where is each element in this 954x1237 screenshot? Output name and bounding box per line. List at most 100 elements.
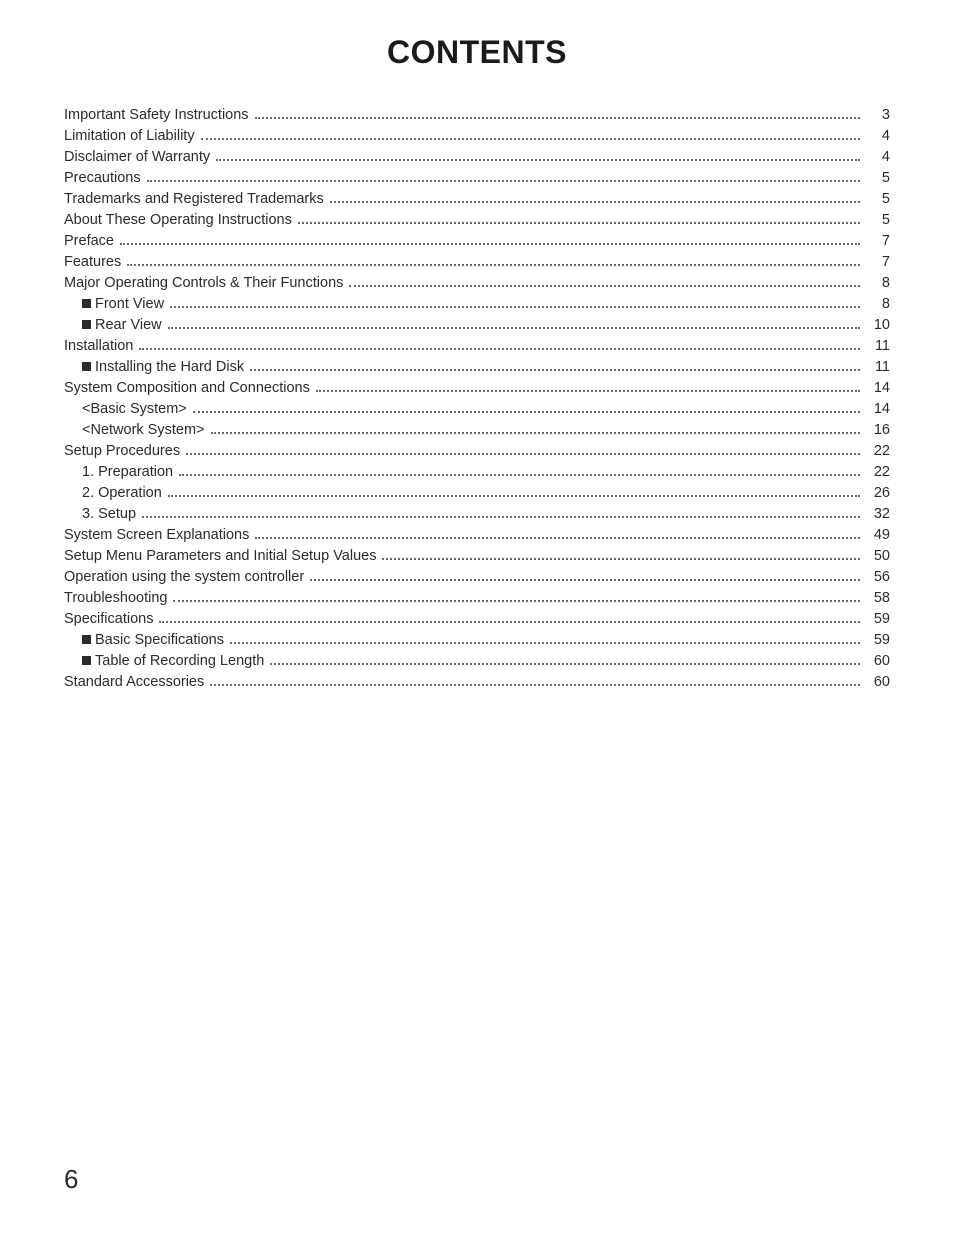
- toc-entry-page: 7: [864, 231, 890, 252]
- toc-entry-page: 14: [864, 399, 890, 420]
- toc-entry: Rear View10: [64, 315, 890, 336]
- toc-entry-label: Features: [64, 252, 121, 273]
- toc-leader-dots: [186, 443, 860, 455]
- toc-entry: Specifications 59: [64, 609, 890, 630]
- toc-leader-dots: [147, 170, 860, 182]
- toc-entry-page: 14: [864, 378, 890, 399]
- toc-entry-label: Setup Procedures: [64, 441, 180, 462]
- square-bullet-icon: [82, 656, 91, 665]
- toc-entry-page: 8: [864, 273, 890, 294]
- toc-leader-dots: [170, 296, 860, 308]
- toc-entry-page: 11: [864, 336, 890, 357]
- square-bullet-icon: [82, 635, 91, 644]
- toc-entry: About These Operating Instructions 5: [64, 210, 890, 231]
- toc-entry-label: <Network System>: [82, 420, 205, 441]
- square-bullet-icon: [82, 299, 91, 308]
- toc-entry-page: 5: [864, 168, 890, 189]
- toc-entry: <Basic System>14: [64, 399, 890, 420]
- toc-entry: 3. Setup 32: [64, 504, 890, 525]
- toc-entry: Standard Accessories 60: [64, 672, 890, 693]
- toc-entry: Troubleshooting58: [64, 588, 890, 609]
- toc-entry-page: 5: [864, 210, 890, 231]
- toc-entry: Important Safety Instructions 3: [64, 105, 890, 126]
- toc-leader-dots: [216, 149, 860, 161]
- toc-entry-label: Installing the Hard Disk: [82, 357, 244, 378]
- toc-entry: Basic Specifications 59: [64, 630, 890, 651]
- toc-entry-label: Standard Accessories: [64, 672, 204, 693]
- toc-entry-page: 26: [864, 483, 890, 504]
- toc-entry-label: 3. Setup: [82, 504, 136, 525]
- toc-entry-label: Preface: [64, 231, 114, 252]
- toc-leader-dots: [255, 527, 860, 539]
- toc-entry: Operation using the system controller 56: [64, 567, 890, 588]
- toc-entry-page: 3: [864, 105, 890, 126]
- toc-entry-page: 7: [864, 252, 890, 273]
- toc-leader-dots: [168, 317, 860, 329]
- toc-entry: System Screen Explanations49: [64, 525, 890, 546]
- toc-entry: 1. Preparation22: [64, 462, 890, 483]
- toc-entry-page: 56: [864, 567, 890, 588]
- toc-entry: Installation 11: [64, 336, 890, 357]
- toc-entry-label: Major Operating Controls & Their Functio…: [64, 273, 343, 294]
- toc-leader-dots: [168, 485, 860, 497]
- toc-entry-label: Operation using the system controller: [64, 567, 304, 588]
- toc-entry-label: Installation: [64, 336, 133, 357]
- toc-leader-dots: [298, 212, 860, 224]
- toc-leader-dots: [159, 611, 860, 623]
- toc-entry-page: 58: [864, 588, 890, 609]
- toc-leader-dots: [142, 506, 860, 518]
- toc-entry-label: About These Operating Instructions: [64, 210, 292, 231]
- toc-entry-page: 50: [864, 546, 890, 567]
- toc-leader-dots: [316, 380, 860, 392]
- toc-entry: Table of Recording Length60: [64, 651, 890, 672]
- page-number: 6: [64, 1164, 78, 1195]
- toc-entry-label: Front View: [82, 294, 164, 315]
- toc-entry-page: 32: [864, 504, 890, 525]
- toc-entry-page: 8: [864, 294, 890, 315]
- toc-leader-dots: [310, 569, 860, 581]
- toc-entry-page: 16: [864, 420, 890, 441]
- toc-leader-dots: [230, 632, 860, 644]
- toc-entry-page: 5: [864, 189, 890, 210]
- toc-leader-dots: [255, 107, 860, 119]
- toc-entry-label: Specifications: [64, 609, 153, 630]
- square-bullet-icon: [82, 320, 91, 329]
- toc-entry-page: 10: [864, 315, 890, 336]
- toc-entry: Trademarks and Registered Trademarks5: [64, 189, 890, 210]
- toc-leader-dots: [330, 191, 860, 203]
- toc-entry-label: System Composition and Connections: [64, 378, 310, 399]
- toc-entry-page: 4: [864, 126, 890, 147]
- toc-entry: 2. Operation 26: [64, 483, 890, 504]
- toc-entry-label: Basic Specifications: [82, 630, 224, 651]
- toc-entry-page: 11: [864, 357, 890, 378]
- page-title: CONTENTS: [64, 34, 890, 71]
- toc-entry-page: 59: [864, 609, 890, 630]
- toc-leader-dots: [382, 548, 860, 560]
- toc-leader-dots: [120, 233, 860, 245]
- toc-leader-dots: [127, 254, 860, 266]
- toc-entry-label: Precautions: [64, 168, 141, 189]
- toc-entry: Precautions 5: [64, 168, 890, 189]
- square-bullet-icon: [82, 362, 91, 371]
- toc-entry-label: Setup Menu Parameters and Initial Setup …: [64, 546, 376, 567]
- toc-entry: Setup Menu Parameters and Initial Setup …: [64, 546, 890, 567]
- toc-entry-label: Limitation of Liability: [64, 126, 195, 147]
- toc-entry-label: 2. Operation: [82, 483, 162, 504]
- toc-leader-dots: [201, 128, 860, 140]
- toc-leader-dots: [211, 422, 861, 434]
- toc-entry: <Network System> 16: [64, 420, 890, 441]
- toc-leader-dots: [139, 338, 860, 350]
- toc-leader-dots: [270, 653, 860, 665]
- toc-leader-dots: [173, 590, 860, 602]
- toc-entry-page: 22: [864, 462, 890, 483]
- toc-entry-label: Important Safety Instructions: [64, 105, 249, 126]
- table-of-contents: Important Safety Instructions 3 Limitation…: [64, 105, 890, 693]
- page: CONTENTS Important Safety Instructions 3 L…: [0, 0, 954, 1237]
- toc-entry-label: Disclaimer of Warranty: [64, 147, 210, 168]
- toc-entry-label: Table of Recording Length: [82, 651, 264, 672]
- toc-entry-page: 60: [864, 672, 890, 693]
- toc-entry-page: 59: [864, 630, 890, 651]
- toc-leader-dots: [179, 464, 860, 476]
- toc-entry-page: 22: [864, 441, 890, 462]
- toc-entry-label: System Screen Explanations: [64, 525, 249, 546]
